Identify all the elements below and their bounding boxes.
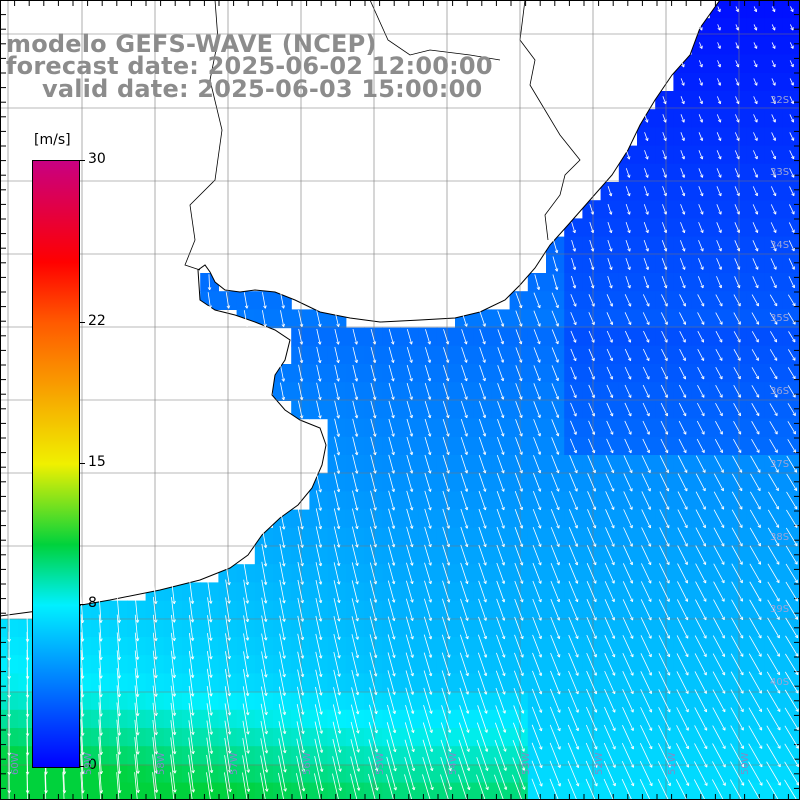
colorbar-tick-label: 0: [88, 757, 97, 773]
colorbar-tick-label: 15: [88, 454, 106, 470]
longitude-label: 54W: [448, 752, 459, 775]
longitude-label: 55W: [375, 752, 386, 775]
wind-vectors: [7, 6, 800, 800]
colorbar-tick-label: 22: [88, 312, 106, 329]
latitude-label: 36S: [770, 386, 790, 397]
longitude-label: 57W: [229, 752, 240, 775]
longitude-label: 50W: [740, 752, 751, 775]
latitude-label: 39S: [770, 604, 790, 615]
colorbar-tick-mark: [79, 321, 85, 323]
latitude-label: 32S: [770, 95, 790, 106]
colorbar-tick-mark: [79, 604, 85, 606]
longitude-label: 58W: [156, 752, 167, 775]
colorbar-tick-mark: [79, 160, 85, 161]
forecast-date: forecast date: 2025-06-02 12:00:00: [6, 52, 493, 80]
longitude-label: 52W: [594, 752, 605, 775]
latitude-label: 33S: [770, 167, 790, 178]
coastline: [0, 0, 800, 617]
longitude-label: 60W: [10, 752, 21, 775]
colorbar: [32, 160, 80, 768]
colorbar-units: [m/s]: [34, 132, 71, 148]
political-borders: [184, 0, 581, 271]
colorbar-tick-mark: [79, 463, 85, 464]
longitude-label: 51W: [667, 752, 678, 775]
latitude-label: 40S: [770, 677, 790, 688]
latitude-label: 38S: [770, 532, 790, 543]
latitude-label: 37S: [770, 459, 790, 470]
longitude-label: 53W: [521, 752, 532, 775]
model-title: modelo GEFS-WAVE (NCEP): [6, 30, 377, 58]
colorbar-tick-label: 30: [88, 151, 106, 167]
colorbar-tick-mark: [79, 766, 85, 767]
valid-date: valid date: 2025-06-03 15:00:00: [42, 75, 483, 103]
longitude-label: 59W: [83, 752, 94, 775]
latitude-label: 34S: [770, 240, 790, 251]
latitude-label: 35S: [770, 313, 790, 324]
longitude-label: 56W: [302, 752, 313, 775]
colorbar-tick-label: 8: [88, 595, 97, 612]
